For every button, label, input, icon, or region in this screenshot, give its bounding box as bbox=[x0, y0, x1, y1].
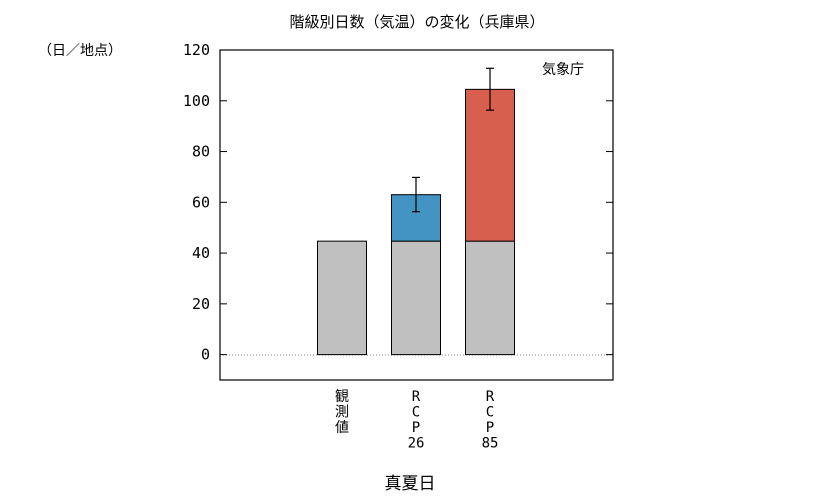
x-tick-label: C bbox=[486, 405, 494, 421]
bar-increase bbox=[465, 88, 515, 242]
x-axis-label: 真夏日 bbox=[385, 474, 436, 494]
x-tick-label: P bbox=[412, 420, 420, 436]
x-tick-label: R bbox=[412, 389, 421, 405]
x-tick-label: P bbox=[486, 420, 494, 436]
x-tick-label: R bbox=[486, 389, 495, 405]
plot-frame bbox=[219, 49, 614, 381]
error-bar bbox=[412, 176, 420, 213]
y-tick-label: 100 bbox=[183, 92, 210, 110]
y-tick-label: 0 bbox=[201, 346, 210, 364]
y-tick-label: 80 bbox=[192, 143, 210, 161]
x-tick-label: 26 bbox=[408, 436, 425, 452]
chart-title: 階級別日数（気温）の変化（兵庫県） bbox=[289, 13, 544, 31]
y-tick-label: 60 bbox=[192, 193, 210, 211]
x-tick-label: 測 bbox=[335, 405, 349, 421]
y-tick-label: 40 bbox=[192, 244, 210, 262]
y-tick-label: 120 bbox=[183, 41, 210, 59]
bar-base bbox=[317, 240, 367, 356]
x-tick-label: 観 bbox=[335, 388, 349, 405]
bar-base bbox=[465, 240, 515, 356]
error-bar bbox=[486, 67, 494, 111]
credit-label: 気象庁 bbox=[542, 62, 584, 78]
y-tick-label: 20 bbox=[192, 295, 210, 313]
x-tick-label: C bbox=[412, 405, 420, 421]
x-tick-label: 値 bbox=[335, 420, 349, 436]
x-tick-label: 85 bbox=[482, 436, 499, 452]
bar-base bbox=[391, 240, 441, 356]
y-axis-unit-label: （日／地点） bbox=[38, 43, 122, 59]
